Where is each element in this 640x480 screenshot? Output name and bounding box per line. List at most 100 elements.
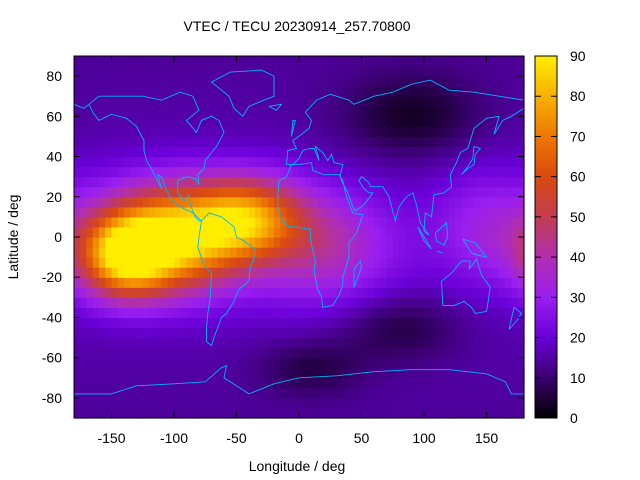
heatmap-cell	[436, 216, 444, 228]
heatmap-cell	[380, 247, 388, 258]
x-tick-label: 150	[475, 430, 499, 446]
heatmap-cell	[80, 297, 88, 308]
heatmap-cell	[417, 347, 425, 359]
heatmap-cell	[305, 337, 313, 349]
heatmap-cell	[211, 66, 219, 77]
heatmap-cell	[74, 86, 81, 97]
heatmap-cell	[480, 156, 488, 168]
heatmap-cell	[392, 307, 400, 319]
heatmap-cell	[149, 176, 156, 188]
heatmap-cell	[92, 226, 100, 238]
y-tick-label: -60	[42, 350, 62, 366]
heatmap-cell	[186, 307, 194, 319]
heatmap-cell	[374, 126, 381, 138]
heatmap-cell	[436, 377, 444, 389]
heatmap-cell	[474, 66, 481, 77]
heatmap-cell	[505, 106, 513, 117]
heatmap-cell	[80, 76, 88, 87]
heatmap-cell	[167, 156, 175, 168]
heatmap-cell	[455, 347, 463, 359]
heatmap-cell	[374, 247, 381, 258]
heatmap-cell	[211, 347, 219, 359]
heatmap-cell	[80, 96, 88, 107]
heatmap-cell	[317, 347, 325, 359]
coastline	[436, 250, 443, 254]
heatmap-cell	[274, 337, 281, 349]
heatmap-cell	[286, 377, 294, 389]
heatmap-cell	[330, 146, 338, 158]
heatmap-cell	[117, 257, 125, 268]
heatmap-cell	[117, 186, 125, 198]
heatmap-cell	[411, 56, 419, 67]
heatmap-cell	[167, 196, 175, 208]
heatmap-cell	[411, 216, 419, 228]
heatmap-cell	[230, 216, 238, 228]
heatmap-cell	[255, 277, 263, 288]
heatmap-cell	[461, 196, 469, 208]
heatmap-cell	[292, 287, 300, 298]
heatmap-cell	[124, 156, 131, 168]
heatmap-cell	[124, 297, 131, 308]
heatmap-cell	[349, 186, 356, 198]
heatmap-cell	[392, 257, 400, 268]
heatmap-cell	[399, 86, 406, 97]
heatmap-cell	[361, 287, 369, 298]
heatmap-cell	[461, 126, 469, 138]
heatmap-cell	[361, 86, 369, 97]
heatmap-cell	[305, 357, 313, 369]
heatmap-cell	[305, 327, 313, 339]
heatmap-cell	[92, 96, 100, 107]
heatmap-cell	[99, 206, 106, 218]
heatmap-cell	[292, 116, 300, 127]
heatmap-cell	[117, 76, 125, 87]
heatmap-cell	[324, 317, 331, 329]
heatmap-cell	[449, 317, 456, 329]
heatmap-cell	[105, 337, 113, 349]
heatmap-cell	[299, 116, 306, 127]
heatmap-cell	[374, 156, 381, 168]
coastline	[441, 258, 491, 314]
heatmap-cell	[236, 196, 244, 208]
heatmap-cell	[249, 287, 256, 298]
heatmap-cell	[399, 176, 406, 188]
heatmap-cell	[111, 277, 119, 288]
colorbar-tick-label: 0	[570, 410, 578, 426]
heatmap-cell	[311, 66, 319, 77]
heatmap-cell	[336, 106, 344, 117]
heatmap-cell	[242, 337, 250, 349]
heatmap-cell	[142, 307, 150, 319]
heatmap-cell	[161, 166, 169, 178]
coastline	[197, 212, 256, 347]
heatmap-cell	[174, 86, 181, 97]
heatmap-cell	[74, 106, 81, 117]
heatmap-cell	[74, 247, 81, 258]
heatmap-cell	[92, 166, 100, 178]
heatmap-cell	[430, 247, 438, 258]
heatmap-cell	[255, 156, 263, 168]
colorbar-tick-label: 10	[570, 370, 586, 386]
heatmap-cell	[267, 166, 275, 178]
heatmap-cell	[467, 76, 475, 87]
heatmap-cell	[411, 196, 419, 208]
heatmap-cell	[317, 287, 325, 298]
heatmap-cell	[361, 156, 369, 168]
heatmap-cell	[336, 216, 344, 228]
heatmap-cell	[280, 287, 288, 298]
colorbar-tick-label: 50	[570, 209, 586, 225]
heatmap-cell	[517, 146, 525, 158]
heatmap-cell	[430, 106, 438, 117]
heatmap-cell	[361, 407, 369, 419]
heatmap-cell	[111, 357, 119, 369]
heatmap-cell	[274, 76, 281, 87]
heatmap-cell	[305, 297, 313, 308]
heatmap-cell	[192, 86, 200, 97]
heatmap-cell	[167, 146, 175, 158]
heatmap-cell	[217, 297, 225, 308]
heatmap-cell	[236, 357, 244, 369]
heatmap-cell	[111, 96, 119, 107]
heatmap-cell	[199, 166, 206, 178]
heatmap-cell	[449, 357, 456, 369]
heatmap-cell	[80, 66, 88, 77]
heatmap-cell	[236, 287, 244, 298]
heatmap-cell	[311, 377, 319, 389]
